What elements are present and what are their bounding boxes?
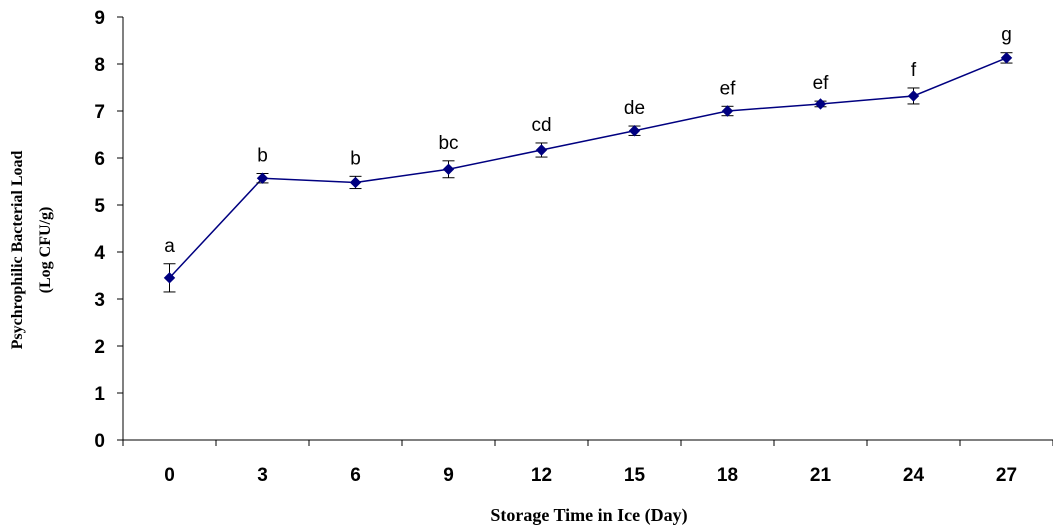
y-tick-label: 1 xyxy=(94,384,105,405)
data-point xyxy=(814,98,827,110)
x-tick-label: 9 xyxy=(443,465,454,486)
data-point xyxy=(163,272,176,284)
y-tick-label: 3 xyxy=(94,290,105,311)
significance-label: ef xyxy=(720,78,737,99)
significance-label: ef xyxy=(813,73,830,94)
y-axis-ticks: 0 1 2 3 4 5 6 7 8 9 xyxy=(94,8,123,452)
significance-label: a xyxy=(164,236,175,257)
significance-label: b xyxy=(257,146,268,167)
data-point xyxy=(442,163,455,175)
x-tick-label: 0 xyxy=(164,465,175,486)
significance-label: bc xyxy=(438,133,458,154)
y-tick-label: 4 xyxy=(94,243,105,264)
significance-label: f xyxy=(911,60,917,81)
data-point xyxy=(256,172,269,184)
series-line xyxy=(168,57,1007,279)
y-tick-label: 5 xyxy=(94,196,105,217)
data-series: a b b bc cd de ef ef f g xyxy=(163,25,1013,293)
y-tick-label: 6 xyxy=(94,149,105,170)
x-axis-label: Storage Time in Ice (Day) xyxy=(490,505,687,526)
x-tick-label: 3 xyxy=(257,465,268,486)
data-point xyxy=(628,125,641,137)
x-tick-label: 12 xyxy=(531,465,552,486)
x-tick-label: 21 xyxy=(810,465,832,486)
y-tick-label: 9 xyxy=(94,8,105,29)
data-point xyxy=(349,176,362,189)
x-tick-label: 24 xyxy=(903,465,925,486)
y-tick-label: 2 xyxy=(94,337,105,358)
x-tick-label: 6 xyxy=(350,465,361,486)
y-tick-label: 0 xyxy=(94,431,105,452)
x-axis-ticks: 0 3 6 9 12 15 18 21 24 27 xyxy=(122,440,1053,486)
significance-label: de xyxy=(624,98,645,119)
y-tick-label: 7 xyxy=(94,102,105,123)
x-tick-label: 27 xyxy=(996,465,1017,486)
significance-label: cd xyxy=(531,115,551,136)
data-point xyxy=(907,90,920,102)
data-point xyxy=(535,144,548,156)
data-point xyxy=(1000,52,1013,64)
y-axis-label-line-2: (Log CFU/g) xyxy=(37,207,54,294)
x-tick-label: 15 xyxy=(624,465,646,486)
y-axis-label: Psychrophilic Bacterial Load (Log CFU/g) xyxy=(9,150,54,349)
y-tick-label: 8 xyxy=(94,55,105,76)
data-point xyxy=(721,105,734,117)
y-axis-label-line-1: Psychrophilic Bacterial Load xyxy=(9,150,26,349)
significance-label: g xyxy=(1001,25,1012,46)
x-tick-label: 18 xyxy=(717,465,738,486)
significance-label: b xyxy=(350,148,361,169)
